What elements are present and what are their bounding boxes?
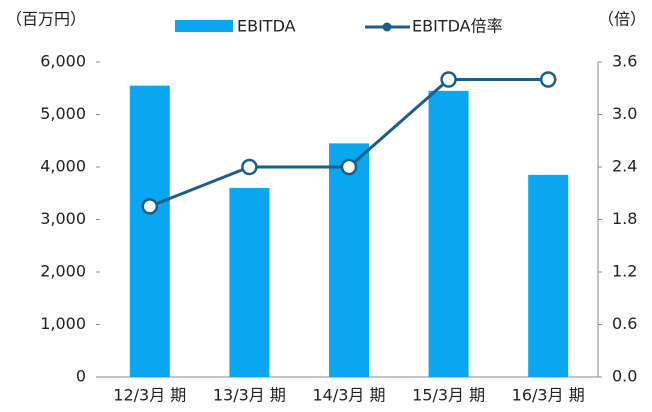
line-marker: [340, 158, 358, 176]
line-marker: [440, 71, 457, 88]
y-axis-label: （百万円）: [6, 10, 86, 29]
legend-label: EBITDA: [237, 17, 296, 36]
bar: [229, 188, 270, 377]
y-tick-label: 3,000: [40, 209, 86, 228]
x-tick-label: 12/3月 期: [113, 386, 186, 405]
line-marker: [241, 158, 258, 176]
y-tick-label: 0: [76, 367, 86, 386]
legend-marker: [382, 22, 392, 32]
y-tick-label: 1,000: [40, 314, 86, 333]
y2-tick-label: 0.6: [612, 314, 637, 333]
x-tick-label: 13/3月 期: [213, 386, 286, 405]
line-marker: [539, 71, 557, 88]
y2-tick-label: 1.2: [612, 262, 637, 281]
legend-swatch: [175, 20, 233, 32]
x-tick-label: 16/3月 期: [512, 386, 585, 405]
y2-tick-label: 3.0: [612, 104, 637, 123]
y2-axis-label: （倍）: [598, 10, 646, 29]
bar: [329, 143, 369, 377]
y-tick-label: 4,000: [40, 157, 86, 176]
bar: [129, 85, 170, 377]
y2-tick-label: 0.0: [612, 367, 637, 386]
line-marker: [141, 198, 159, 215]
y-tick-label: 6,000: [40, 52, 86, 71]
x-tick-label: 14/3月 期: [312, 386, 385, 405]
bar: [528, 174, 569, 377]
y2-tick-label: 1.8: [612, 209, 637, 228]
bar: [428, 90, 469, 377]
legend-label: EBITDA倍率: [412, 17, 503, 36]
y-tick-label: 5,000: [40, 104, 86, 123]
x-tick-label: 15/3月 期: [412, 386, 485, 405]
y2-tick-label: 3.6: [612, 52, 637, 71]
y-tick-label: 2,000: [40, 262, 86, 281]
y2-tick-label: 2.4: [612, 157, 637, 176]
